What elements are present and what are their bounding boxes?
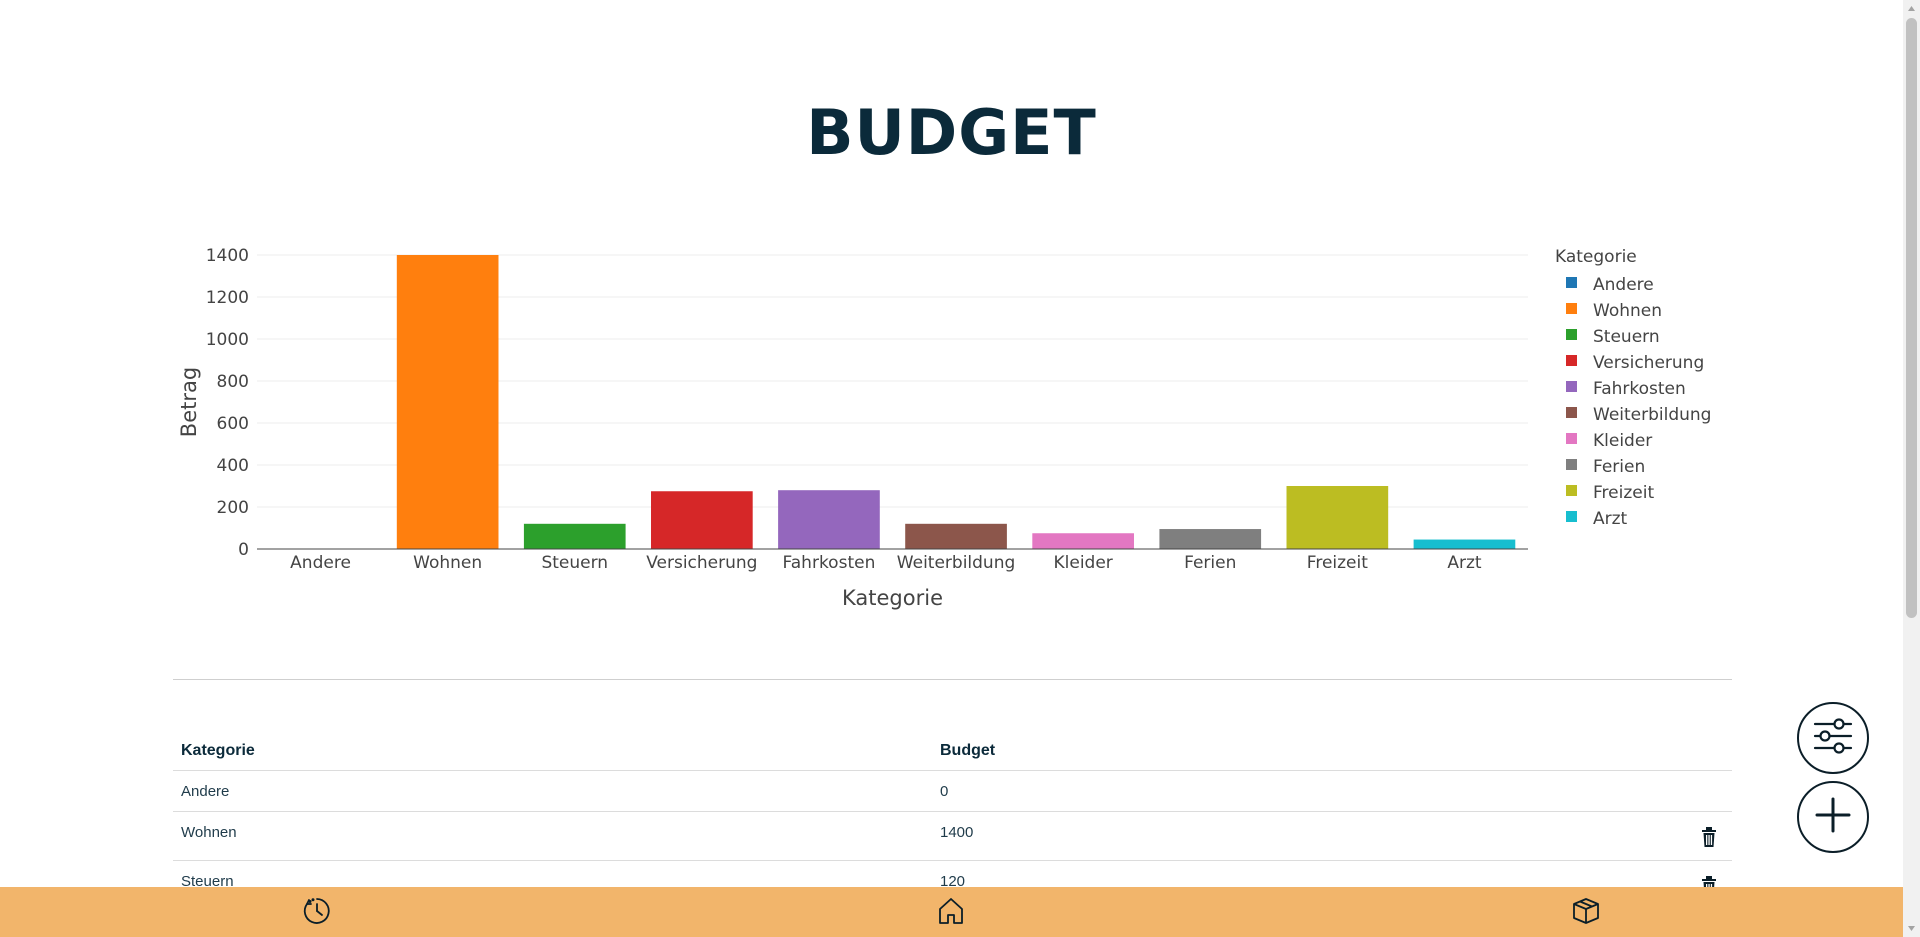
box-icon (1571, 896, 1601, 931)
trash-icon[interactable] (1700, 826, 1718, 848)
x-tick-label: Versicherung (646, 553, 757, 573)
scroll-up-arrow[interactable] (1903, 0, 1920, 17)
bar-kleider (1032, 533, 1134, 549)
legend-item: Kleider (1593, 431, 1652, 451)
bar-ferien (1159, 529, 1262, 549)
legend-swatch (1566, 511, 1577, 522)
nav-history-button[interactable] (301, 897, 333, 929)
legend-swatch (1566, 485, 1577, 496)
y-tick-label: 200 (217, 498, 249, 518)
bar-weiterbildung (905, 523, 1007, 549)
page-scrollbar[interactable] (1903, 0, 1920, 937)
header-budget: Budget (940, 741, 996, 759)
home-icon (936, 896, 966, 931)
chart-svg: 0 200 400 600 800 1000 1200 1400 Andere Wohnen Ste… (177, 246, 1711, 610)
legend-swatch (1566, 277, 1577, 288)
x-tick-label: Freizeit (1307, 553, 1368, 573)
legend-swatch (1566, 459, 1577, 470)
table-row: Andere 0 (173, 771, 1732, 812)
sliders-icon (1811, 714, 1855, 763)
x-tick-label: Arzt (1447, 553, 1482, 573)
legend-swatch (1566, 407, 1577, 418)
y-axis-title: Betrag (177, 367, 201, 437)
clock-icon (302, 896, 332, 931)
legend-item: Wohnen (1593, 301, 1662, 321)
legend-item: Andere (1593, 275, 1654, 295)
table-row: Wohnen 1400 (173, 812, 1732, 861)
scroll-down-arrow[interactable] (1903, 920, 1920, 937)
add-budget-button[interactable] (1797, 781, 1869, 853)
cell-budget: 120 (940, 873, 966, 890)
divider (173, 679, 1732, 680)
filter-button[interactable] (1797, 702, 1869, 774)
legend-swatch (1566, 303, 1577, 314)
x-tick-label: Andere (290, 553, 351, 573)
y-tick-label: 1200 (206, 288, 249, 308)
budget-chart: 0 200 400 600 800 1000 1200 1400 Andere Wohnen Ste… (160, 232, 1740, 622)
x-tick-label: Weiterbildung (897, 553, 1015, 573)
y-tick-label: 1000 (206, 330, 249, 350)
cell-category: Wohnen (181, 824, 237, 841)
y-tick-label: 400 (217, 456, 249, 476)
legend-item: Weiterbildung (1593, 405, 1711, 425)
legend-title: Kategorie (1555, 247, 1637, 267)
scrollbar-thumb[interactable] (1906, 18, 1917, 618)
legend-swatch (1566, 433, 1577, 444)
bar-arzt (1413, 539, 1516, 549)
nav-home-button[interactable] (935, 897, 967, 929)
plus-icon (1813, 795, 1853, 840)
legend-item: Freizeit (1593, 483, 1654, 503)
bar-freizeit (1286, 486, 1389, 549)
x-tick-label: Wohnen (413, 553, 482, 573)
cell-category: Andere (181, 782, 230, 800)
y-tick-label: 0 (238, 540, 249, 560)
bar-versicherung (651, 491, 753, 549)
page-title: BUDGET (806, 96, 1097, 169)
y-tick-label: 800 (217, 372, 249, 392)
legend-swatch (1566, 329, 1577, 340)
legend-item: Steuern (1593, 327, 1660, 347)
budget-table: Kategorie Budget Andere 0 Wohnen 1400 St… (173, 731, 1732, 901)
bar-wohnen (396, 255, 499, 549)
cell-budget: 1400 (940, 824, 974, 841)
legend-item: Arzt (1593, 509, 1628, 529)
x-axis-title: Kategorie (842, 586, 943, 610)
nav-box-button[interactable] (1570, 897, 1602, 929)
x-tick-label: Steuern (541, 553, 608, 573)
x-tick-label: Kleider (1054, 553, 1113, 573)
legend-item: Fahrkosten (1593, 379, 1686, 399)
x-tick-label: Ferien (1184, 553, 1236, 573)
y-tick-label: 600 (217, 414, 249, 434)
legend-item: Ferien (1593, 457, 1645, 477)
x-tick-label: Fahrkosten (783, 553, 876, 573)
header-category: Kategorie (181, 741, 255, 759)
bar-fahrkosten (778, 490, 880, 549)
legend-swatch (1566, 381, 1577, 392)
cell-budget: 0 (940, 782, 949, 800)
legend-item: Versicherung (1593, 353, 1704, 373)
y-tick-label: 1400 (206, 246, 249, 266)
bottom-navigation (0, 887, 1903, 937)
legend-swatch (1566, 355, 1577, 366)
cell-category: Steuern (181, 873, 234, 890)
bar-steuern (523, 523, 626, 549)
table-header: Kategorie Budget (173, 731, 1732, 771)
